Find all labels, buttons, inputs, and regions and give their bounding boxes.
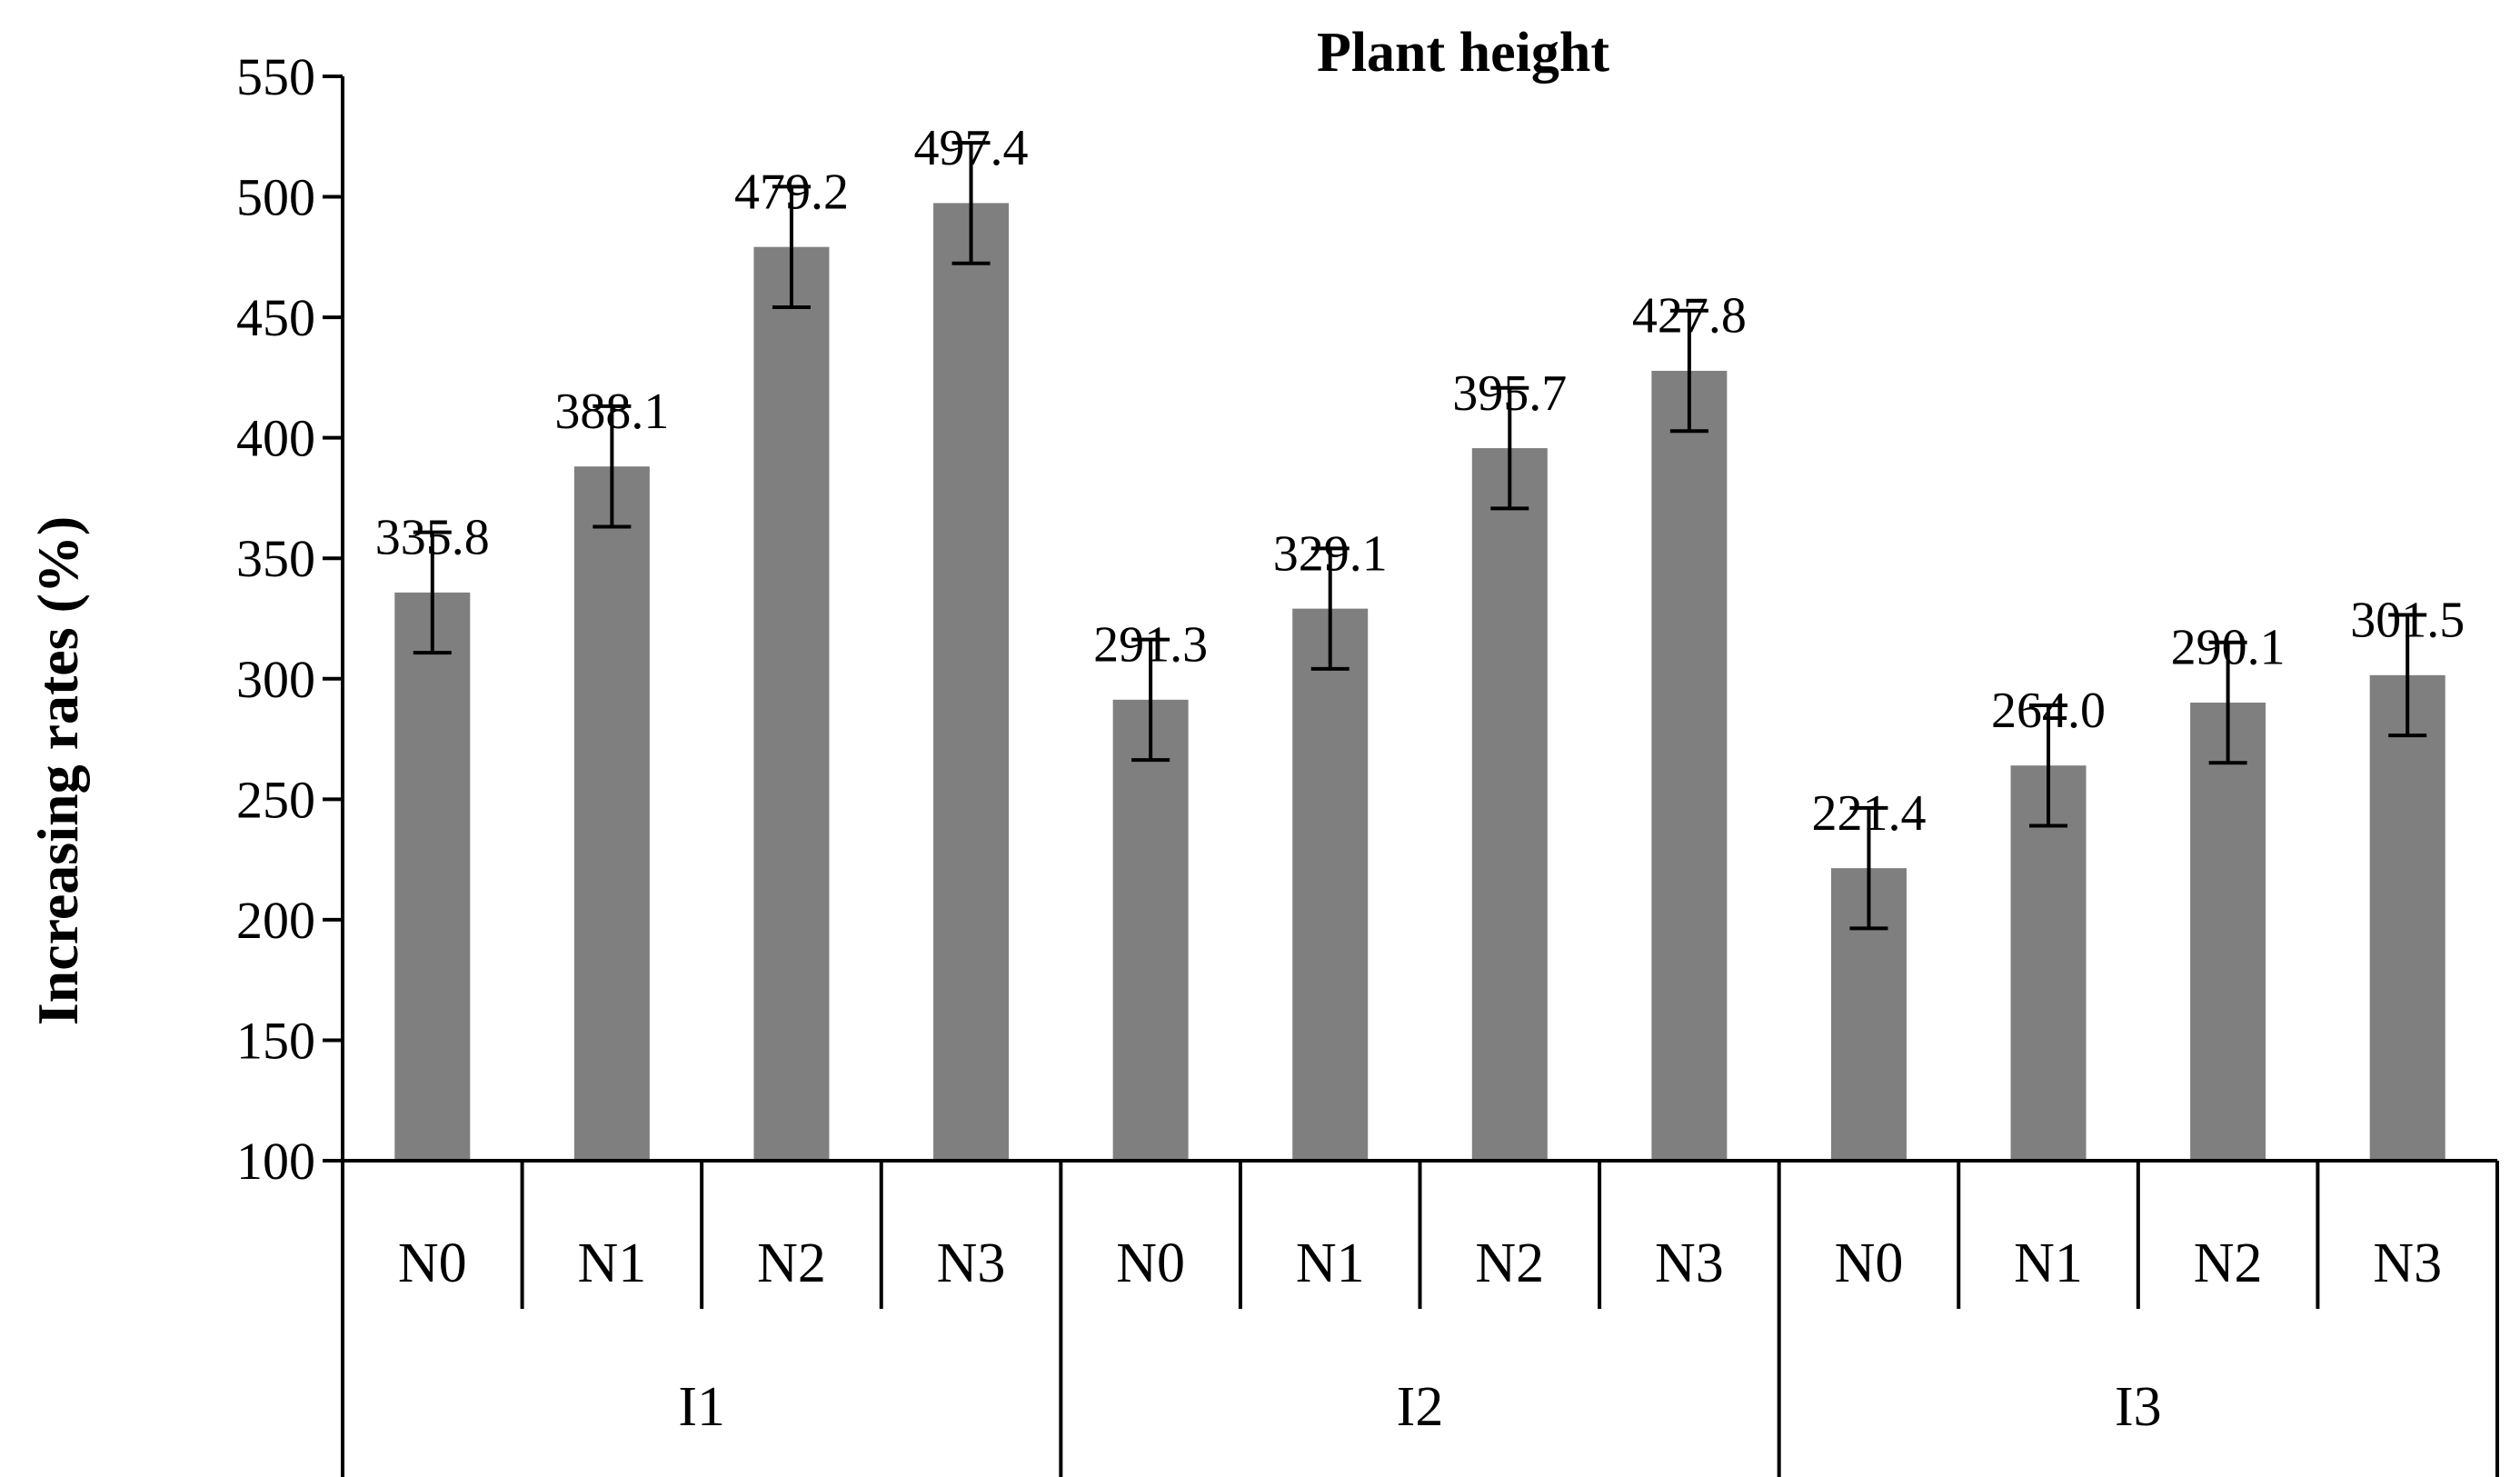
data-label: 497.4 bbox=[914, 120, 1029, 176]
bar-I1-N2 bbox=[753, 246, 830, 1161]
y-axis: 100 150 200 250 300 350 400 450 500 550 bbox=[236, 47, 344, 1191]
error-bar bbox=[2388, 613, 2427, 738]
bar-I2-N1 bbox=[1292, 608, 1369, 1161]
chart-title: Plant height bbox=[1317, 22, 1609, 84]
y-tick-label: 300 bbox=[236, 650, 315, 709]
y-tick-label: 150 bbox=[236, 1011, 315, 1070]
x-category-label: N3 bbox=[1655, 1232, 1724, 1294]
data-label: 221.4 bbox=[1811, 785, 1926, 842]
error-bar bbox=[413, 530, 452, 655]
error-bar bbox=[1131, 637, 1170, 763]
x-group-label: I1 bbox=[678, 1376, 725, 1438]
x-category-label: N1 bbox=[1296, 1232, 1365, 1294]
bar-I1-N1 bbox=[573, 466, 650, 1161]
y-tick-label: 550 bbox=[236, 47, 315, 106]
data-label: 264.0 bbox=[1991, 683, 2106, 739]
error-bar bbox=[951, 141, 991, 265]
x-category-label: N2 bbox=[757, 1232, 826, 1294]
x-category-label: N0 bbox=[1835, 1232, 1904, 1294]
x-category-label: N0 bbox=[398, 1232, 467, 1294]
bar-I2-N3 bbox=[1651, 370, 1728, 1161]
y-tick-label: 250 bbox=[236, 770, 315, 829]
x-category-label: N2 bbox=[1475, 1232, 1544, 1294]
data-label: 290.1 bbox=[2171, 620, 2286, 676]
x-category-label: N1 bbox=[577, 1232, 646, 1294]
x-category-label: N3 bbox=[2373, 1232, 2442, 1294]
data-label: 395.7 bbox=[1452, 365, 1567, 422]
error-bar bbox=[1669, 308, 1708, 434]
bar-I1-N0 bbox=[394, 592, 471, 1161]
data-label: 427.8 bbox=[1632, 288, 1747, 344]
bar-I2-N2 bbox=[1471, 448, 1548, 1162]
data-label: 291.3 bbox=[1093, 617, 1208, 674]
x-category-label: N2 bbox=[2194, 1232, 2263, 1294]
bar-I1-N3 bbox=[933, 203, 1010, 1161]
data-label: 335.8 bbox=[375, 510, 490, 566]
error-bar bbox=[2208, 640, 2247, 765]
error-bar bbox=[1490, 385, 1529, 511]
error-bar bbox=[772, 185, 811, 309]
data-label: 301.5 bbox=[2350, 593, 2465, 649]
y-tick-label: 200 bbox=[236, 891, 315, 950]
bar-I3-N1 bbox=[2010, 765, 2087, 1161]
data-label: 329.1 bbox=[1273, 525, 1388, 582]
bars: 335.8 388.1 479.2 497.4 291.3 329.1 395.7 427.8… bbox=[375, 120, 2465, 1162]
x-category-label: N1 bbox=[2014, 1232, 2083, 1294]
y-axis-title: Increasing rates (%) bbox=[25, 516, 90, 1026]
y-tick-label: 350 bbox=[236, 529, 315, 588]
y-tick-label: 450 bbox=[236, 288, 315, 347]
y-tick-label: 500 bbox=[236, 168, 315, 227]
error-bar bbox=[1849, 805, 1888, 931]
error-bar bbox=[593, 404, 632, 529]
x-group-label: I3 bbox=[2115, 1376, 2162, 1438]
error-bar bbox=[2029, 703, 2068, 828]
x-category-label: N0 bbox=[1116, 1232, 1185, 1294]
bar-I3-N3 bbox=[2369, 674, 2445, 1161]
y-tick-label: 100 bbox=[236, 1132, 315, 1191]
data-label: 388.1 bbox=[554, 384, 669, 440]
data-label: 479.2 bbox=[734, 164, 849, 220]
x-group-label: I2 bbox=[1397, 1376, 1444, 1438]
bar-I2-N0 bbox=[1112, 699, 1189, 1161]
error-bar bbox=[1310, 546, 1350, 671]
bar-I3-N2 bbox=[2190, 703, 2266, 1161]
y-tick-label: 400 bbox=[236, 409, 315, 468]
x-category-label: N3 bbox=[937, 1232, 1006, 1294]
x-axis: N0 N1 N2 N3 N0 N1 N2 N3 N0 N1 N2 N3 I1 I2 I3 bbox=[341, 1159, 2499, 1477]
